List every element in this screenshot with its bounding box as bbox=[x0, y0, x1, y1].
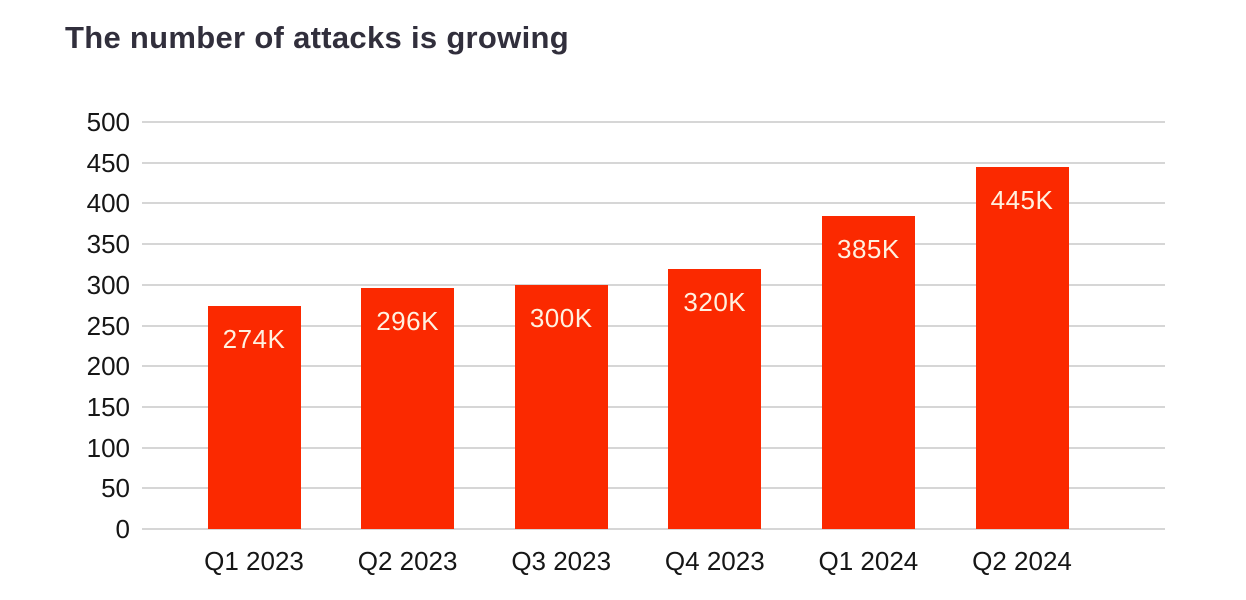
plot-area: 274K 296K 300K 320K 385K 445K bbox=[142, 121, 1165, 530]
y-tick-label: 250 bbox=[86, 310, 130, 341]
gridline-200 bbox=[142, 365, 1165, 368]
y-tick-label: 300 bbox=[86, 269, 130, 300]
bar-q3-2023: 300K bbox=[514, 284, 608, 529]
y-tick-label: 500 bbox=[86, 107, 130, 137]
x-tick-label: Q2 2023 bbox=[357, 546, 458, 576]
chart-title: The number of attacks is growing bbox=[65, 20, 569, 55]
bar-value-label: 320K bbox=[683, 286, 747, 317]
bar-q2-2024: 445K bbox=[975, 166, 1069, 529]
gridline-500 bbox=[142, 121, 1165, 123]
bar-value-label: 300K bbox=[529, 302, 593, 333]
gridline-150 bbox=[142, 405, 1165, 408]
bar-value-label: 445K bbox=[990, 184, 1054, 215]
y-tick-label: 0 bbox=[115, 514, 130, 544]
gridline-450 bbox=[142, 161, 1165, 164]
bar-q1-2024: 385K bbox=[821, 215, 915, 529]
y-tick-label: 100 bbox=[86, 432, 130, 463]
gridline-0 bbox=[142, 528, 1165, 530]
x-tick-label: Q3 2023 bbox=[511, 546, 612, 576]
y-tick-label: 50 bbox=[101, 473, 130, 504]
gridline-100 bbox=[142, 446, 1165, 449]
x-tick-label: Q1 2023 bbox=[204, 546, 304, 576]
y-tick-label: 350 bbox=[86, 229, 130, 260]
bar-q1-2023: 274K bbox=[207, 305, 301, 529]
bar-value-label: 274K bbox=[222, 323, 286, 354]
gridline-250 bbox=[142, 324, 1165, 327]
bar-value-label: 296K bbox=[376, 306, 439, 337]
gridline-400 bbox=[142, 202, 1165, 205]
y-tick-label: 200 bbox=[86, 351, 130, 382]
bar-q2-2023: 296K bbox=[361, 288, 455, 529]
x-tick-label: Q2 2024 bbox=[972, 546, 1072, 576]
gridline-350 bbox=[142, 243, 1165, 246]
x-tick-label: Q4 2023 bbox=[664, 546, 765, 576]
y-tick-label: 450 bbox=[86, 147, 130, 178]
bar-value-label: 385K bbox=[837, 233, 900, 264]
bar-q4-2023: 320K bbox=[668, 268, 762, 529]
gridline-50 bbox=[142, 487, 1165, 490]
gridline-300 bbox=[142, 283, 1165, 286]
y-tick-label: 400 bbox=[86, 188, 130, 219]
y-tick-label: 150 bbox=[86, 391, 130, 422]
x-tick-label: Q1 2024 bbox=[818, 546, 919, 576]
